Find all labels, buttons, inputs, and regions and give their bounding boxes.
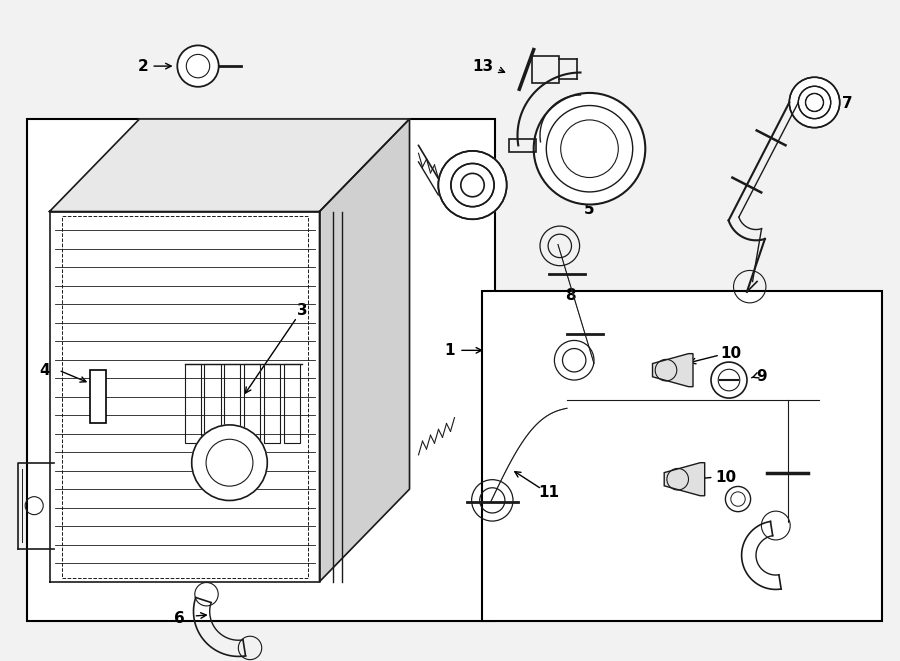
Text: 4: 4 [39,363,50,377]
Text: 6: 6 [174,611,184,625]
Bar [264,364,280,443]
Text: 8: 8 [565,288,576,303]
Circle shape [789,77,840,128]
Text: 13: 13 [472,59,493,73]
Bar [90,370,106,423]
Polygon shape [664,463,705,496]
Circle shape [711,362,747,398]
Bar [244,364,260,443]
Bar [284,364,300,443]
Text: 1: 1 [444,343,454,358]
Bar [509,139,536,152]
Text: 5: 5 [584,202,595,217]
Polygon shape [652,354,693,387]
Text: 2: 2 [138,59,148,73]
Circle shape [742,521,810,590]
Bar [224,364,240,443]
Bar [482,291,882,621]
Bar [27,119,495,621]
Bar [204,364,220,443]
Text: 3: 3 [297,303,308,318]
Text: 7: 7 [842,97,852,111]
Text: 11: 11 [538,485,559,500]
Circle shape [177,46,219,87]
Text: 9: 9 [756,369,767,384]
Text: 10: 10 [720,346,741,361]
Circle shape [192,425,267,500]
Circle shape [806,93,824,112]
Polygon shape [320,119,410,582]
Circle shape [534,93,645,204]
Bar [532,56,559,83]
Bar [184,364,201,443]
Circle shape [461,173,484,197]
Polygon shape [50,119,410,212]
Circle shape [438,151,507,219]
Text: 10: 10 [716,470,736,485]
Circle shape [725,486,751,512]
Polygon shape [50,212,320,582]
Text: 12: 12 [754,568,776,582]
